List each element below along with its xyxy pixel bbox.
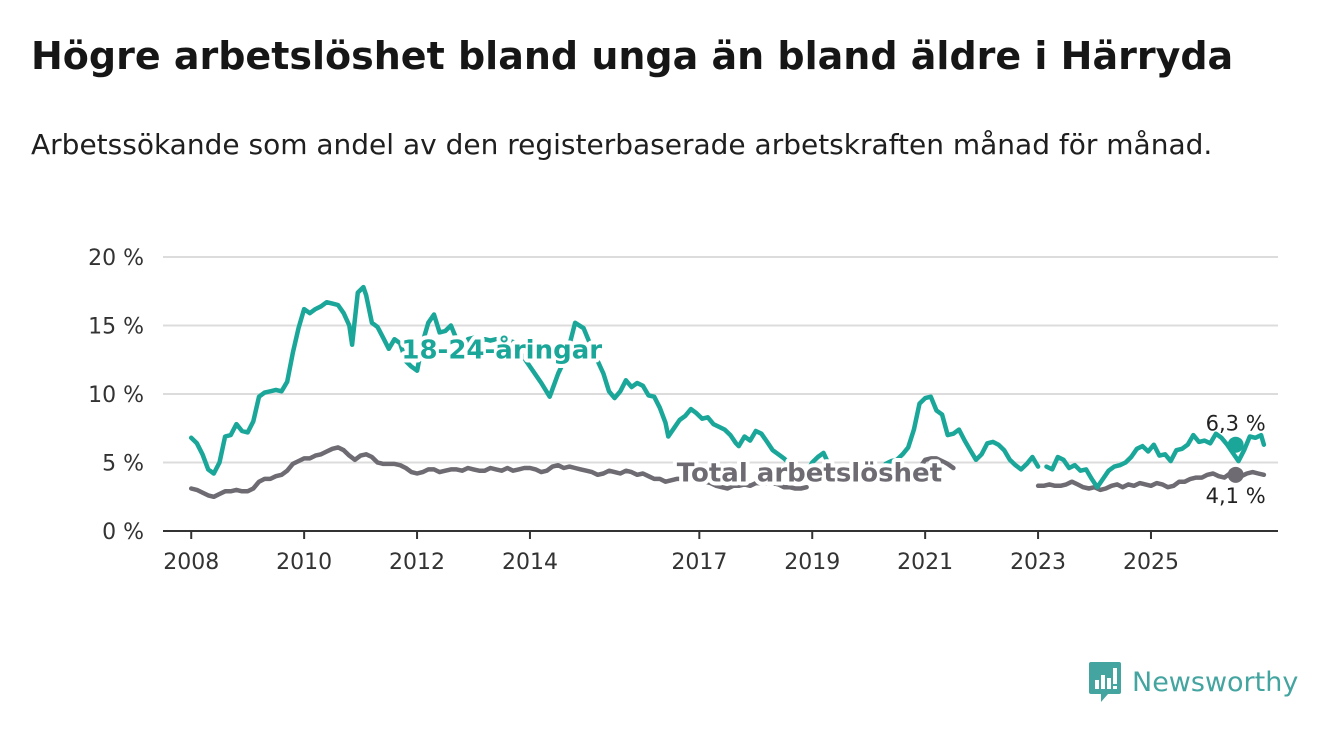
brand-name: Newsworthy: [1132, 666, 1299, 698]
end-markers: 6,3 % 4,1 %: [1206, 412, 1266, 508]
x-tick-label: 2014: [502, 550, 558, 575]
series-labels: 18-24-åringar Total arbetslöshet: [397, 329, 946, 492]
newsworthy-logo: Newsworthy: [1088, 660, 1298, 704]
y-tick-label: 10 %: [88, 383, 144, 408]
y-tick-label: 5 %: [102, 452, 144, 477]
series-line-total: [1035, 469, 1267, 493]
series-lines: [188, 284, 1267, 500]
series-line-youth: [188, 284, 832, 476]
y-tick-label: 0 %: [102, 520, 144, 545]
y-tick-label: 20 %: [88, 246, 144, 271]
x-axis-ticks: 2008 2010 2012 2014 2017 2019 2021 2023 2025: [163, 531, 1179, 575]
series-line-youth: [883, 394, 1041, 472]
series-label-youth: 18-24-åringar: [401, 333, 602, 365]
end-value-youth: 6,3 %: [1206, 412, 1266, 436]
chart-subtitle: Arbetssökande som andel av den registerb…: [31, 128, 1213, 161]
gridlines: [163, 256, 1278, 464]
series-label-total: Total arbetslöshet: [677, 459, 942, 489]
x-tick-label: 2025: [1123, 550, 1179, 575]
x-tick-label: 2008: [163, 550, 219, 575]
y-tick-label: 15 %: [88, 315, 144, 340]
series-line-total: [188, 445, 809, 500]
end-marker-total: [1227, 466, 1244, 483]
x-tick-label: 2023: [1010, 550, 1066, 575]
end-value-total: 4,1 %: [1206, 484, 1266, 508]
x-tick-label: 2012: [389, 550, 445, 575]
x-tick-label: 2021: [897, 550, 953, 575]
x-tick-label: 2017: [671, 550, 727, 575]
y-axis-ticks: 0 % 5 % 10 % 15 % 20 %: [88, 246, 144, 545]
bar-chart-icon: [1089, 662, 1121, 702]
x-tick-label: 2010: [276, 550, 332, 575]
end-marker-youth: [1227, 436, 1244, 453]
series-line-total: [917, 456, 956, 471]
x-tick-label: 2019: [784, 550, 840, 575]
chart-title: Högre arbetslöshet bland unga än bland ä…: [31, 34, 1234, 78]
